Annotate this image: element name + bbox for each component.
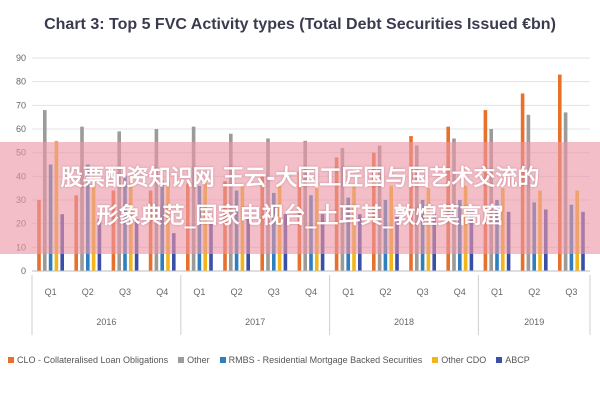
- legend-label: Other CDO: [441, 355, 487, 365]
- chart-legend: CLO - Collateralised Loan Obligations Oth…: [8, 352, 598, 368]
- y-tick-label: 60: [16, 124, 26, 134]
- x-tick-label: Q2: [528, 287, 540, 297]
- legend-swatch: [8, 357, 14, 363]
- x-tick-label: Q2: [231, 287, 243, 297]
- watermark-line-1: 股票配资知识网 王云-大国工匠国与国艺术交流的: [60, 166, 540, 191]
- legend-item: Other CDO: [432, 355, 486, 365]
- x-tick-label: Q3: [119, 287, 131, 297]
- x-tick-label: Q1: [342, 287, 354, 297]
- watermark-line-2: 形象典范_国家电视台_土耳其_敦煌莫高窟: [96, 204, 504, 229]
- y-tick-label: 0: [21, 266, 26, 276]
- x-tick-label: Q4: [305, 287, 317, 297]
- chart-title: Chart 3: Top 5 FVC Activity types (Total…: [44, 16, 556, 33]
- x-tick-label: Q3: [268, 287, 280, 297]
- legend-swatch: [178, 357, 185, 363]
- x-tick-label: Q2: [379, 287, 391, 297]
- legend-swatch: [496, 357, 503, 363]
- y-tick-label: 90: [16, 53, 26, 63]
- legend-label: ABCP: [505, 355, 530, 365]
- x-tick-label: Q3: [417, 287, 429, 297]
- legend-item: ABCP: [496, 355, 530, 365]
- x-tick-label: Q1: [193, 287, 205, 297]
- year-label: 2018: [394, 317, 414, 327]
- legend-swatch: [219, 357, 226, 363]
- legend-item: CLO - Collateralised Loan Obligations: [8, 355, 168, 365]
- legend-label: Other: [187, 355, 210, 365]
- legend-label: CLO - Collateralised Loan Obligations: [17, 355, 169, 365]
- y-tick-label: 70: [16, 100, 26, 110]
- x-tick-label: Q4: [156, 287, 168, 297]
- x-tick-label: Q1: [45, 287, 57, 297]
- year-label: 2019: [524, 317, 544, 327]
- year-label: 2017: [245, 317, 265, 327]
- legend-item: Other: [178, 355, 210, 365]
- legend-label: RMBS - Residential Mortgage Backed Secur…: [228, 355, 423, 365]
- legend-item: RMBS - Residential Mortgage Backed Secur…: [219, 355, 423, 365]
- x-tick-label: Q2: [82, 287, 94, 297]
- x-tick-label: Q3: [565, 287, 577, 297]
- legend-swatch: [432, 357, 439, 363]
- y-tick-label: 80: [16, 77, 26, 87]
- year-label: 2016: [96, 317, 116, 327]
- watermark-banner: 股票配资知识网 王云-大国工匠国与国艺术交流的 形象典范_国家电视台_土耳其_敦…: [0, 142, 600, 254]
- x-tick-label: Q1: [491, 287, 503, 297]
- x-tick-label: Q4: [454, 287, 466, 297]
